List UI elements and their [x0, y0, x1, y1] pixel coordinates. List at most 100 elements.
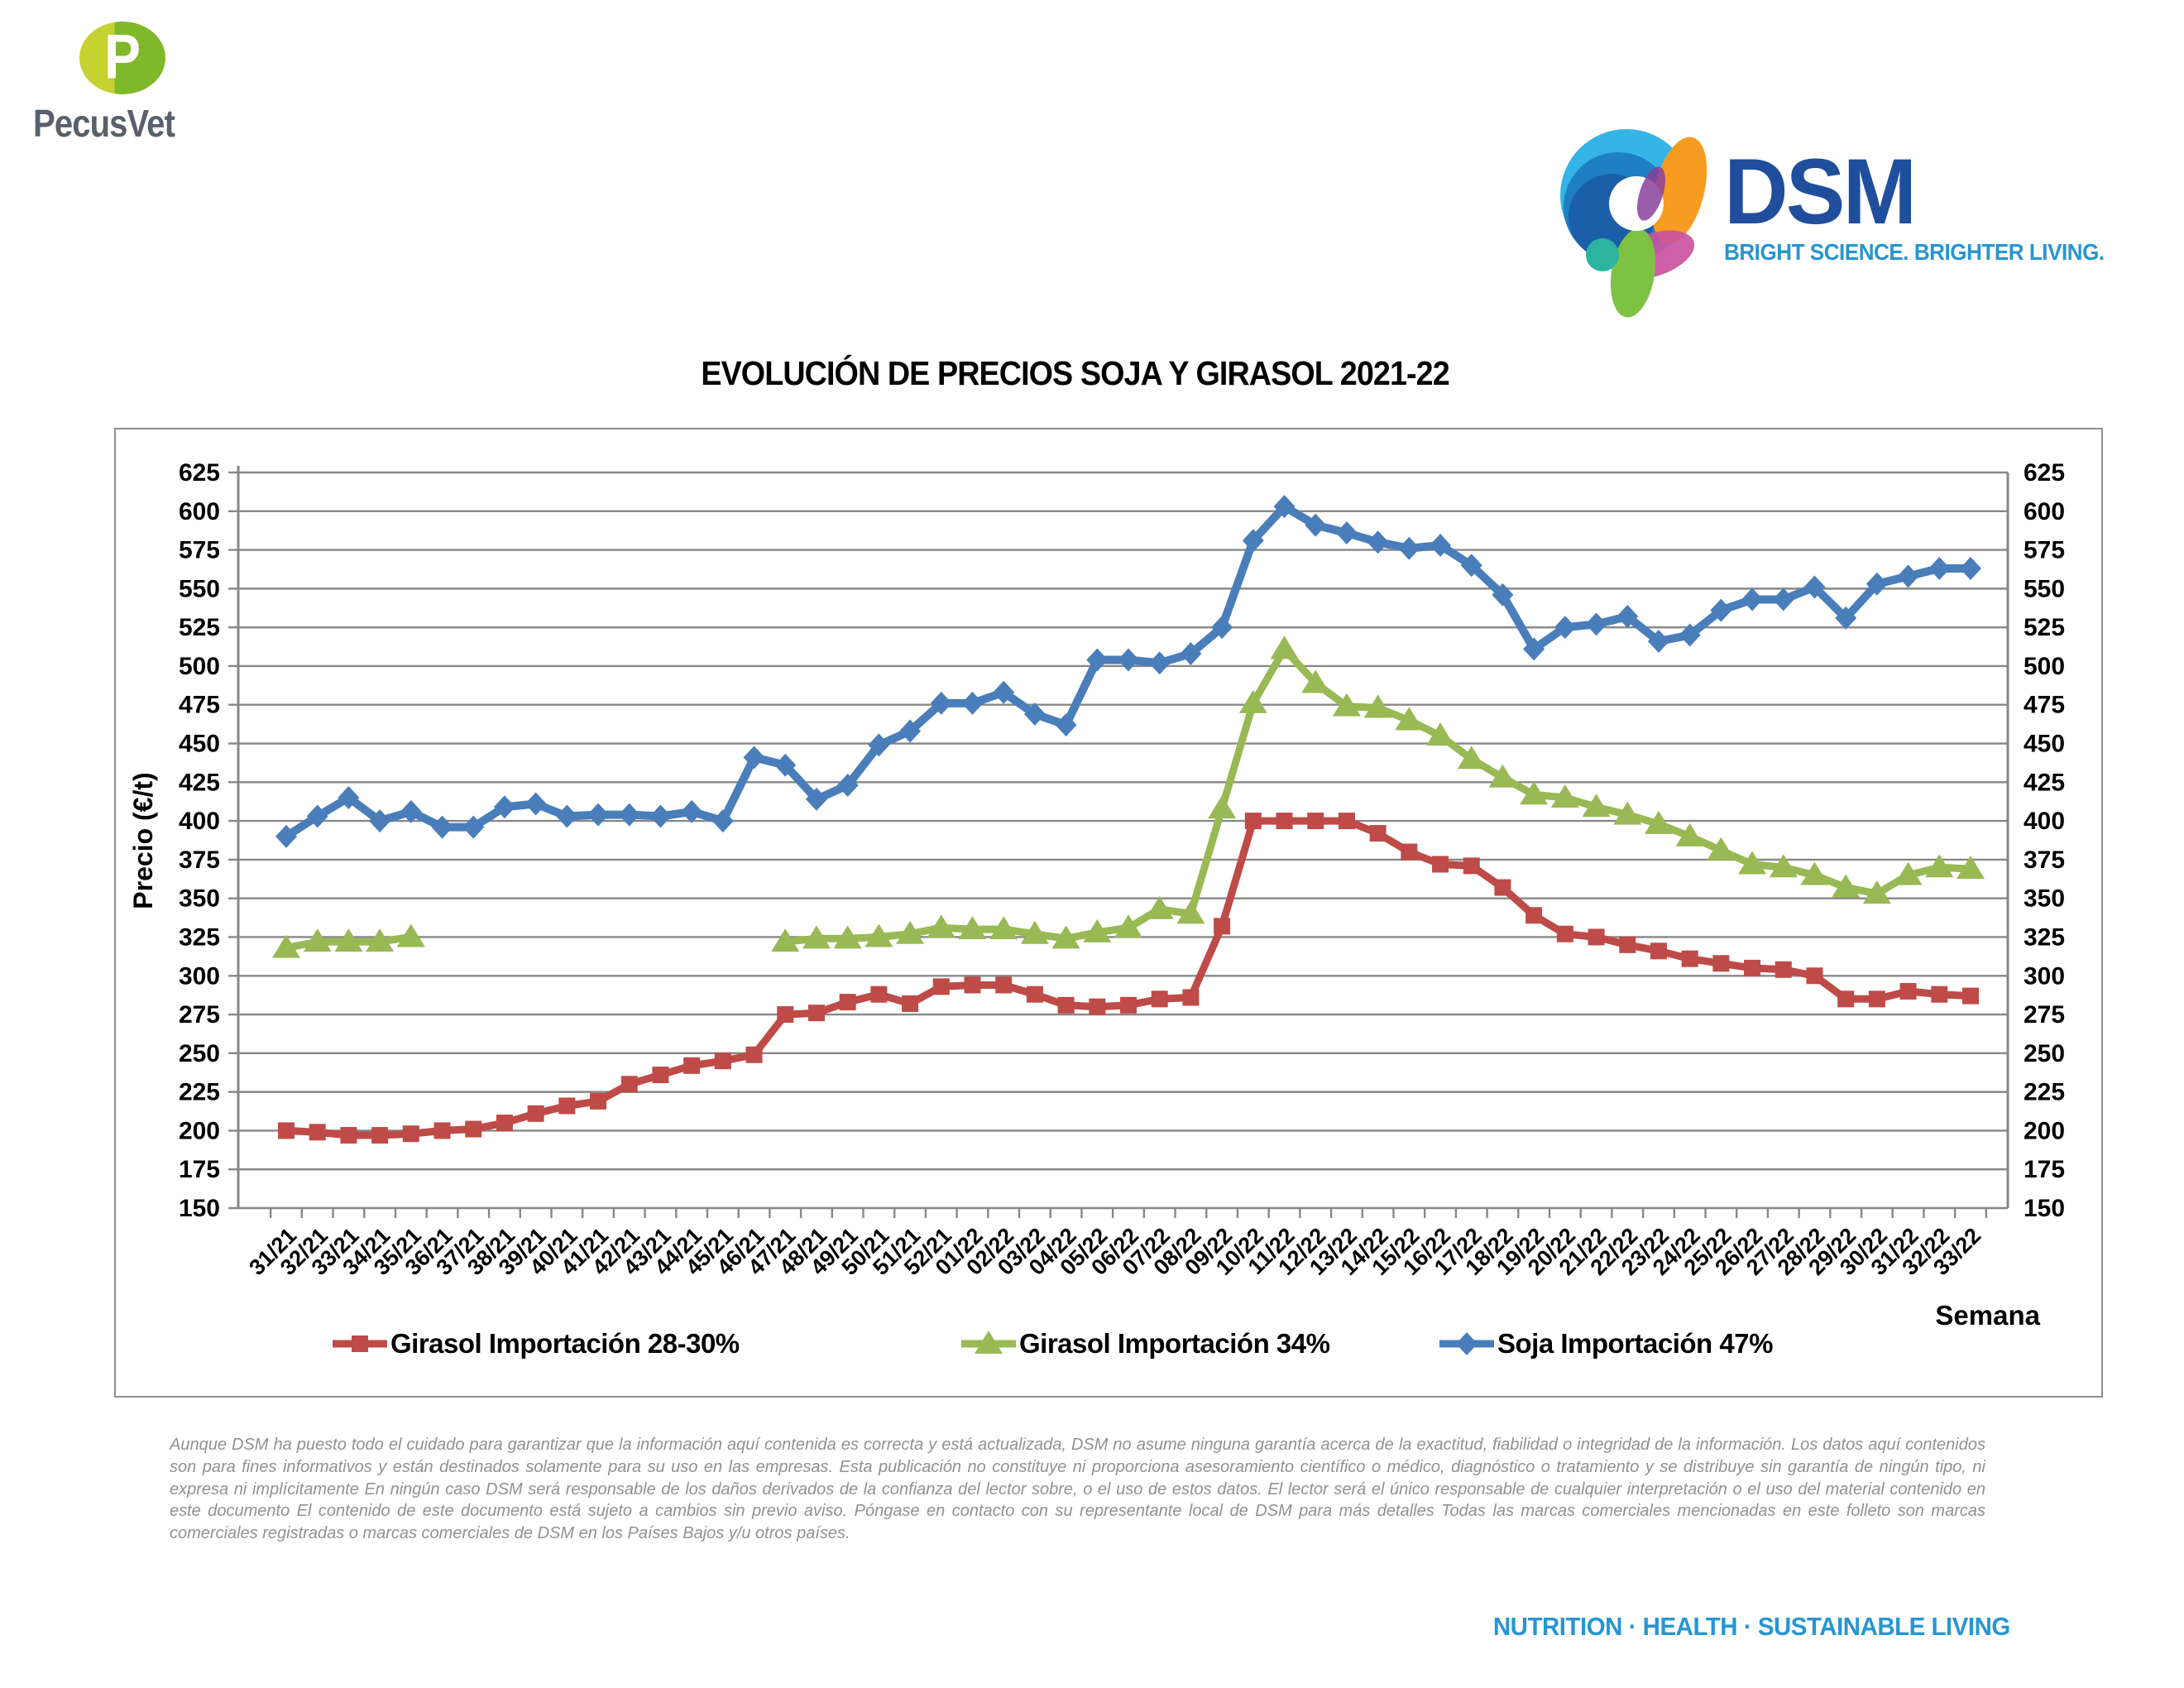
marker-square: [496, 1115, 513, 1132]
chart-title: EVOLUCIÓN DE PRECIOS SOJA Y GIRASOL 2021…: [701, 354, 1450, 392]
disclaimer-text: Aunque DSM ha puesto todo el cuidado par…: [170, 1436, 1985, 1543]
marker-square: [1494, 879, 1511, 896]
y-axis-tick-label-right: 625: [2024, 459, 2065, 487]
marker-diamond: [1835, 606, 1857, 630]
y-axis-tick-label-right: 375: [2024, 846, 2065, 874]
marker-diamond: [338, 786, 360, 810]
marker-diamond: [836, 774, 859, 798]
marker-triangle: [1488, 764, 1517, 788]
marker-triangle: [1956, 856, 1985, 880]
marker-square: [620, 1076, 638, 1093]
marker-triangle: [1457, 746, 1486, 770]
y-axis-tick-label-left: 450: [179, 731, 220, 758]
marker-diamond: [1523, 637, 1545, 661]
legend-label: Girasol Importación 28-30%: [390, 1328, 740, 1359]
marker-diamond: [1960, 557, 1981, 581]
marker-triangle: [1862, 880, 1891, 904]
marker-diamond: [1180, 641, 1202, 665]
marker-diamond: [556, 804, 578, 828]
marker-square: [1463, 857, 1480, 875]
marker-triangle: [1114, 914, 1142, 938]
marker-square: [402, 1125, 419, 1143]
legend-marker-icon: [333, 1336, 387, 1352]
marker-square: [870, 985, 888, 1003]
marker-square: [902, 995, 919, 1012]
series-line-Girasol Importación 28-30%: [282, 817, 1975, 1139]
marker-square: [1837, 990, 1855, 1008]
y-axis-tick-label-right: 175: [2024, 1156, 2065, 1183]
marker-square: [1057, 996, 1075, 1014]
marker-square: [309, 1124, 326, 1141]
y-axis-title: Precio (€/t): [128, 772, 158, 909]
marker-triangle: [1613, 801, 1642, 825]
y-axis-tick-label-right: 525: [2024, 614, 2065, 641]
marker-triangle: [1832, 874, 1861, 898]
y-axis-tick-label-left: 275: [179, 1001, 220, 1029]
y-axis-tick-label-right: 300: [2024, 962, 2065, 990]
marker-diamond: [1679, 623, 1701, 647]
marker-triangle: [1894, 861, 1923, 885]
dsm-footer-tagline: NUTRITION · HEALTH · SUSTAINABLE LIVING: [1493, 1612, 2010, 1641]
y-axis-tick-label-right: 150: [2024, 1195, 2065, 1222]
marker-square: [1338, 813, 1355, 830]
marker-diamond: [868, 733, 890, 757]
y-axis-tick-label-left: 150: [179, 1195, 220, 1222]
y-axis-tick-label-left: 200: [179, 1117, 220, 1144]
y-axis-tick-label-right: 425: [2024, 769, 2065, 796]
marker-triangle: [396, 923, 425, 947]
y-axis-tick-label-right: 250: [2024, 1040, 2065, 1067]
marker-diamond: [1803, 575, 1826, 599]
marker-diamond: [774, 753, 797, 777]
marker-triangle: [303, 928, 332, 952]
marker-diamond: [369, 809, 391, 833]
marker-square: [683, 1057, 701, 1074]
marker-square: [1089, 998, 1106, 1015]
marker-square: [1899, 982, 1917, 1000]
marker-triangle: [1925, 854, 1954, 878]
marker-square: [1401, 843, 1418, 861]
marker-diamond: [1616, 605, 1639, 629]
marker-triangle: [802, 925, 831, 949]
marker-triangle: [1520, 781, 1549, 805]
marker-triangle: [1020, 920, 1049, 944]
marker-square: [1182, 989, 1200, 1006]
marker-square: [1806, 967, 1823, 985]
marker-diamond: [400, 799, 422, 823]
marker-square: [1962, 987, 1979, 1005]
marker-triangle: [864, 923, 893, 947]
y-axis-tick-label-right: 575: [2024, 537, 2065, 564]
marker-diamond: [493, 795, 515, 819]
y-axis-tick-label-left: 525: [179, 614, 220, 641]
marker-square: [1307, 813, 1324, 830]
marker-diamond: [1305, 513, 1327, 537]
marker-triangle: [1363, 694, 1392, 718]
legend-label: Girasol Importación 34%: [1019, 1328, 1330, 1359]
marker-square: [1774, 961, 1792, 978]
marker-square: [1432, 856, 1449, 873]
legend-marker-icon: [1439, 1332, 1494, 1355]
price-evolution-chart: 150 150 175 175 200 200 225 225 250 250 275 275 300 3…: [114, 428, 2103, 1398]
marker-square: [1151, 990, 1168, 1008]
y-axis-tick-label-right: 450: [2024, 731, 2065, 758]
marker-triangle: [896, 920, 925, 944]
marker-square: [964, 976, 981, 994]
y-axis-tick-label-left: 375: [179, 846, 220, 874]
marker-diamond: [1055, 713, 1077, 737]
marker-diamond: [587, 803, 610, 827]
marker-triangle: [771, 928, 800, 952]
marker-square: [1681, 950, 1698, 967]
y-axis-tick-label-right: 550: [2024, 575, 2065, 602]
marker-square: [777, 1006, 794, 1024]
legend-item-Girasol Importación 28-30%: Girasol Importación 28-30%: [331, 1328, 740, 1360]
marker-square: [1588, 928, 1605, 946]
y-axis-tick-label-left: 425: [179, 769, 220, 796]
y-axis-tick-label-left: 400: [179, 808, 220, 835]
marker-square: [527, 1105, 544, 1122]
marker-diamond: [993, 680, 1015, 704]
marker-triangle: [1208, 795, 1237, 819]
y-axis-tick-label-left: 300: [179, 962, 220, 990]
dsm-logo: DSM BRIGHT SCIENCE. BRIGHTER LIVING.: [1554, 114, 2133, 319]
pecusvet-logo: P PecusVet: [33, 22, 281, 146]
y-axis-tick-label-right: 500: [2024, 653, 2065, 680]
marker-triangle: [1800, 861, 1829, 885]
